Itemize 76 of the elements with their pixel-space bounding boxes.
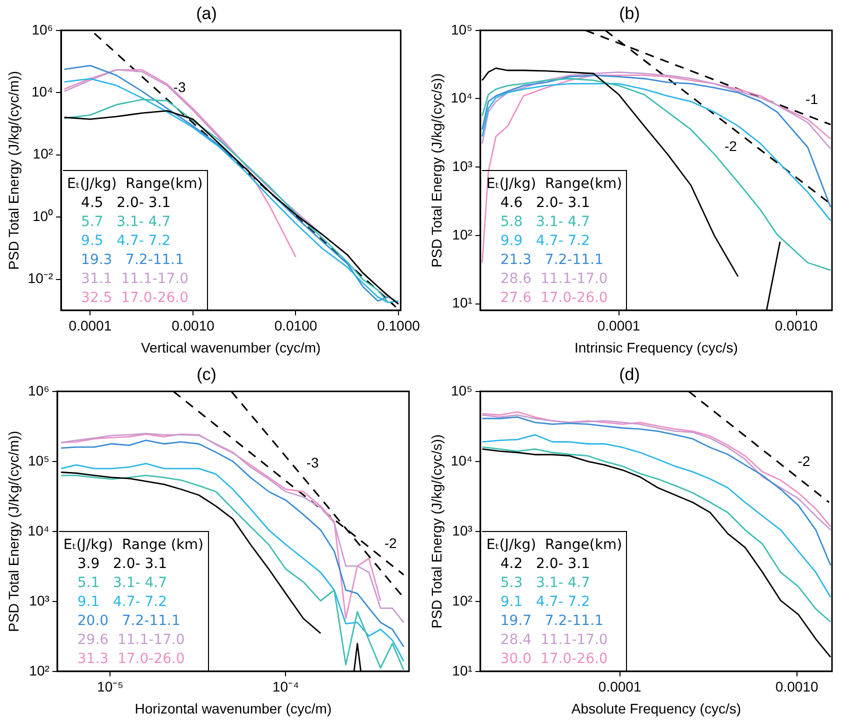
- y-tick-label: 10⁴: [28, 522, 50, 538]
- chart-title: (d): [619, 364, 640, 384]
- x-axis-title: Intrinsic Frequency (cyc/s): [574, 339, 738, 356]
- text: 9.5 4.7- 7.2: [80, 232, 172, 252]
- x-axis-title: Vertical wavenumber (cyc/m): [140, 339, 321, 356]
- y-tick-label: 10²: [452, 226, 473, 242]
- x-tick-label: 0.0001: [68, 318, 112, 334]
- x-tick-label: 0.0010: [775, 678, 818, 695]
- chart-title: (c): [196, 364, 216, 384]
- text: 21.3 7.2-11.1: [499, 251, 604, 270]
- y-tick-label: 10³: [29, 592, 50, 608]
- y-tick-label: 10⁶: [32, 21, 54, 38]
- x-tick-label: 0.1000: [377, 318, 420, 334]
- text: 9.1 4.7- 7.2: [499, 593, 592, 612]
- text: 9.9 4.7- 7.2: [499, 232, 592, 252]
- y-tick-label: 10⁴: [450, 90, 472, 106]
- text: 31.3 17.0-26.0: [76, 650, 186, 670]
- y-tick-label: 10³: [452, 522, 473, 538]
- annotation: -2: [724, 138, 738, 154]
- text: 5.8 3.1- 4.7: [499, 213, 592, 232]
- y-tick-label: 10⁻²: [28, 270, 54, 286]
- annotation: -1: [806, 91, 818, 108]
- y-tick-label: 10⁶: [28, 382, 50, 398]
- text: 5.3 3.1- 4.7: [499, 574, 592, 594]
- legend-title: Eₜ(J/kg) Range(km): [486, 536, 622, 556]
- legend-title: Eₜ(J/kg) Range (km): [63, 536, 204, 556]
- annotation: -2: [384, 534, 398, 551]
- text: 29.6 11.1-17.0: [76, 631, 186, 650]
- text: 4.6 2.0- 3.1: [499, 194, 592, 214]
- x-axis-title: Horizontal wavenumber (cyc/m): [134, 700, 332, 716]
- legend-title: Eₜ(J/kg) Range(km): [67, 175, 203, 194]
- y-tick-label: 10⁰: [32, 208, 54, 224]
- y-axis-title: PSD Total Energy (J/kg/(cyc/s)): [428, 73, 444, 268]
- chart-title: (a): [196, 4, 217, 23]
- y-tick-label: 10²: [29, 662, 50, 678]
- y-tick-label: 10⁵: [28, 452, 50, 468]
- y-tick-label: 10⁵: [450, 382, 472, 398]
- text: 3.9 2.0- 3.1: [76, 555, 168, 574]
- chart-title: (b): [619, 4, 640, 23]
- text: 5.7 3.1- 4.7: [80, 213, 172, 232]
- text: 27.6 17.0-26.0: [499, 289, 609, 308]
- y-tick-label: 10⁵: [450, 21, 472, 38]
- text: 28.4 11.1-17.0: [499, 631, 609, 650]
- text: 30.0 17.0-26.0: [499, 650, 609, 670]
- y-tick-label: 10⁴: [31, 83, 54, 100]
- text: 32.5 17.0-26.0: [80, 289, 190, 308]
- text: 19.7 7.2-11.1: [499, 612, 604, 632]
- x-tick-label: 10⁻⁵: [97, 678, 124, 695]
- y-axis-title: PSD Total Energy (J/kg/(cyc/m)): [5, 70, 22, 270]
- text: 9.1 4.7- 7.2: [76, 593, 168, 612]
- x-tick-label: 0.0100: [274, 318, 318, 334]
- y-tick-label: 10³: [452, 158, 473, 174]
- x-axis-title: Absolute Frequency (cyc/s): [571, 700, 742, 716]
- y-tick-label: 10⁴: [450, 452, 472, 468]
- y-tick-label: 10¹: [452, 662, 473, 678]
- y-tick-label: 10²: [452, 592, 473, 608]
- annotation: -3: [306, 454, 319, 471]
- text: 28.6 11.1-17.0: [499, 270, 609, 290]
- legend-title: Eₜ(J/kg) Range(km): [486, 175, 622, 194]
- x-tick-label: 0.0010: [172, 318, 215, 334]
- annotation: -2: [798, 452, 810, 469]
- text: 5.1 3.1- 4.7: [76, 574, 168, 594]
- y-axis-title: PSD Total Energy (J/kg/(cyc/s)): [428, 434, 444, 629]
- x-tick-label: 0.0010: [774, 318, 818, 334]
- annotation: -3: [173, 78, 186, 95]
- x-tick-label: 0.0001: [597, 318, 640, 334]
- text: 20.0 7.2-11.1: [76, 612, 182, 632]
- y-axis-title: PSD Total Energy (J/Kg/(cyc/m)): [5, 430, 22, 632]
- text: 31.1 11.1-17.0: [80, 270, 190, 290]
- x-tick-label: 0.0001: [598, 678, 642, 695]
- x-tick-label: 10⁻⁴: [272, 678, 300, 695]
- text: 4.5 2.0- 3.1: [80, 194, 172, 214]
- text: 4.2 2.0- 3.1: [499, 555, 592, 574]
- text: 19.3 7.2-11.1: [80, 251, 186, 270]
- y-tick-label: 10²: [32, 146, 54, 162]
- y-tick-label: 10¹: [452, 294, 473, 311]
